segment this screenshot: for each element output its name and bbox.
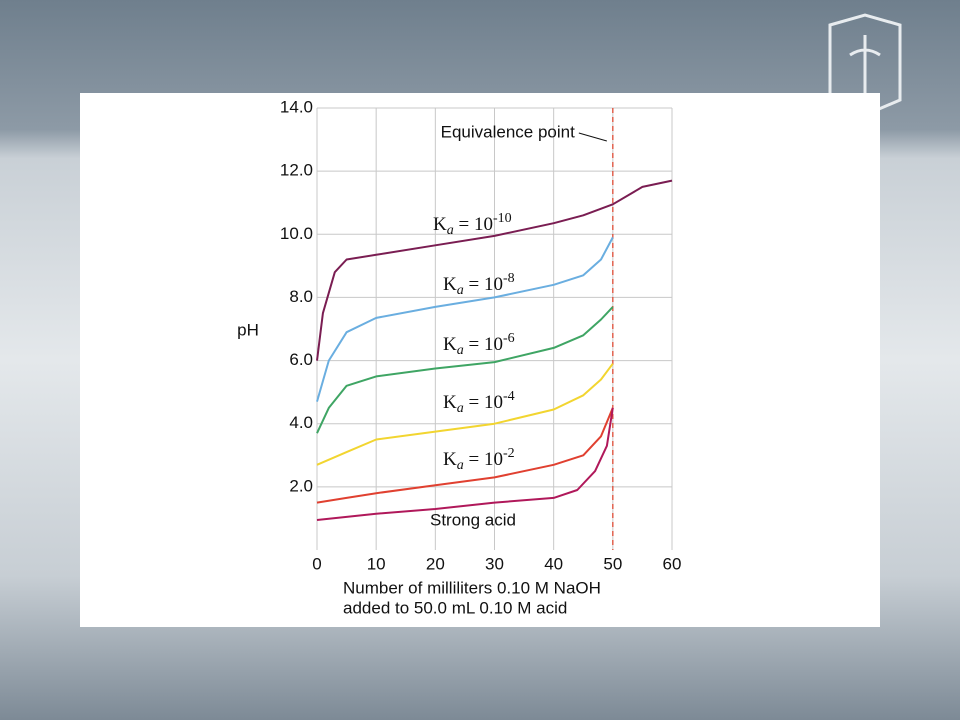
- y-tick-label: 10.0: [280, 224, 313, 243]
- curve-label: Ka = 10-6: [443, 331, 515, 358]
- y-tick-label: 2.0: [289, 476, 313, 495]
- curve-label: Ka = 10-8: [443, 271, 515, 298]
- curve: [316, 179, 673, 361]
- x-tick-label: 30: [485, 554, 504, 573]
- x-tick-label: 60: [663, 554, 682, 573]
- curve-label: Ka = 10-4: [443, 389, 515, 416]
- label-base: K: [443, 274, 457, 295]
- label-base: K: [433, 214, 447, 235]
- label-sup: -8: [503, 271, 515, 286]
- label-rel: = 10: [464, 334, 503, 355]
- label-sub: a: [457, 458, 464, 473]
- y-tick-label: 4.0: [289, 413, 313, 432]
- x-tick-label: 40: [544, 554, 563, 573]
- x-tick-label: 10: [367, 554, 386, 573]
- curve-label: Ka = 10-10: [433, 211, 512, 238]
- label-rel: = 10: [464, 274, 503, 295]
- annotation: Equivalence point: [441, 122, 575, 141]
- label-sub: a: [457, 343, 464, 358]
- label-base: K: [443, 449, 457, 470]
- curve: [316, 236, 614, 402]
- label-sup: -2: [503, 446, 515, 461]
- label-sup: -6: [503, 331, 515, 346]
- label-sub: a: [447, 223, 454, 238]
- y-tick-label: 8.0: [289, 287, 313, 306]
- label-base: K: [443, 334, 457, 355]
- label-sup: -4: [503, 389, 515, 404]
- x-axis-title: Number of milliliters 0.10 M NaOH: [343, 578, 601, 597]
- label-sub: a: [457, 283, 464, 298]
- label-sup: -10: [493, 211, 512, 226]
- y-axis-title: pH: [237, 320, 259, 339]
- curve: [316, 363, 614, 466]
- label-sub: a: [457, 401, 464, 416]
- curve-label: Strong acid: [430, 510, 516, 529]
- label-rel: = 10: [454, 214, 493, 235]
- label-rel: = 10: [464, 392, 503, 413]
- y-tick-label: 12.0: [280, 161, 313, 180]
- curve: [316, 407, 614, 504]
- x-tick-label: 20: [426, 554, 445, 573]
- y-tick-label: 6.0: [289, 350, 313, 369]
- chart-panel: 0 10 20 30 40 50 60 2.0 4.0 6.0 8.0 10.0 12.0 14.0 pH N…: [80, 93, 880, 627]
- chart: 0 10 20 30 40 50 60 2.0 4.0 6.0 8.0 10.0 12.0 14.0 pH N…: [237, 97, 682, 617]
- label-base: K: [443, 392, 457, 413]
- x-axis-title: added to 50.0 mL 0.10 M acid: [343, 598, 567, 617]
- y-tick-label: 14.0: [280, 97, 313, 116]
- x-tick-label: 50: [603, 554, 622, 573]
- annotation-leader: [578, 132, 607, 142]
- x-tick-label: 0: [312, 554, 321, 573]
- curve-label: Ka = 10-2: [443, 446, 515, 473]
- curve: [316, 306, 614, 434]
- label-rel: = 10: [464, 449, 503, 470]
- curve: [316, 407, 614, 521]
